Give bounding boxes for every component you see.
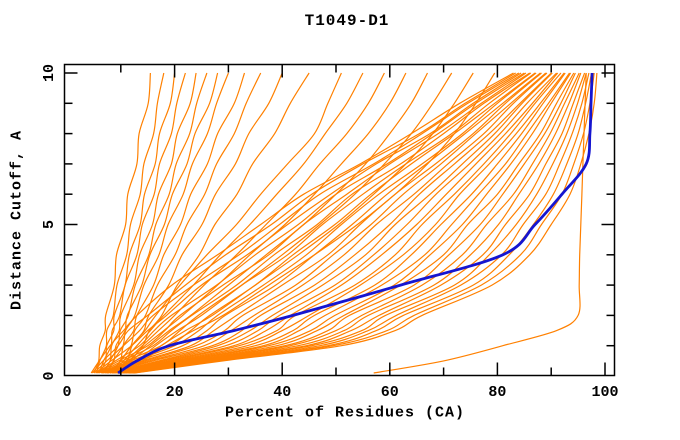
model-curve bbox=[115, 72, 407, 374]
x-tick-label: 60 bbox=[381, 384, 399, 401]
model-curve bbox=[90, 72, 514, 374]
y-axis-label: Distance Cutoff, A bbox=[8, 129, 26, 311]
model-curve bbox=[117, 72, 429, 374]
model-curve bbox=[126, 72, 582, 374]
x-tick-label: 80 bbox=[488, 384, 506, 401]
axis-box bbox=[63, 63, 616, 377]
x-tick-label: 40 bbox=[273, 384, 291, 401]
plot-title: T1049-D1 bbox=[304, 12, 390, 30]
model-curve bbox=[113, 72, 559, 374]
model-curve bbox=[96, 72, 165, 374]
y-tick-label: 0 bbox=[41, 371, 58, 380]
model-curve bbox=[112, 72, 558, 374]
model-curve bbox=[104, 72, 219, 374]
axis-ticks bbox=[64, 64, 615, 376]
x-tick-label: 0 bbox=[62, 384, 71, 401]
model-curve bbox=[120, 72, 474, 374]
x-tick-label: 20 bbox=[166, 384, 184, 401]
model-curve bbox=[127, 72, 586, 374]
model-curve bbox=[115, 72, 562, 374]
model-curve bbox=[97, 72, 527, 374]
model-curve bbox=[129, 72, 590, 374]
y-tick-label: 10 bbox=[41, 64, 58, 82]
highlight-curve-group bbox=[117, 72, 594, 375]
model-curve bbox=[120, 72, 572, 374]
model-curve bbox=[93, 72, 151, 374]
y-tick-label: 5 bbox=[41, 220, 58, 229]
model-curve bbox=[98, 72, 176, 374]
model-curve bbox=[104, 72, 208, 374]
model-curve bbox=[122, 72, 575, 374]
model-curve bbox=[112, 72, 364, 374]
x-tick-label: 100 bbox=[591, 384, 618, 401]
x-axis-label: Percent of Residues (CA) bbox=[224, 404, 466, 422]
model-curve bbox=[119, 72, 570, 374]
model-curve bbox=[111, 72, 553, 374]
model-curve bbox=[120, 72, 453, 374]
model-curve bbox=[101, 72, 197, 374]
model-curve bbox=[134, 72, 598, 374]
model-curve bbox=[109, 72, 552, 374]
model-curve bbox=[109, 72, 342, 374]
model-curve bbox=[116, 72, 565, 374]
model-curve bbox=[123, 72, 576, 374]
model-curve bbox=[99, 72, 531, 374]
model-curve bbox=[373, 72, 587, 374]
x-tick-labels: 0 20 40 60 80 100 bbox=[62, 384, 618, 401]
model-curve bbox=[117, 72, 566, 374]
model-curve bbox=[95, 72, 522, 374]
model-curve bbox=[124, 72, 580, 374]
model-curve bbox=[109, 72, 246, 374]
model-curve bbox=[107, 72, 547, 374]
model-curve bbox=[102, 72, 537, 374]
model-curve bbox=[108, 72, 548, 374]
model-curve bbox=[106, 72, 542, 374]
model-curves bbox=[90, 72, 598, 374]
model-curve bbox=[114, 72, 385, 374]
highlight-curve bbox=[117, 72, 594, 375]
y-tick-labels: 0 5 10 bbox=[41, 64, 58, 381]
